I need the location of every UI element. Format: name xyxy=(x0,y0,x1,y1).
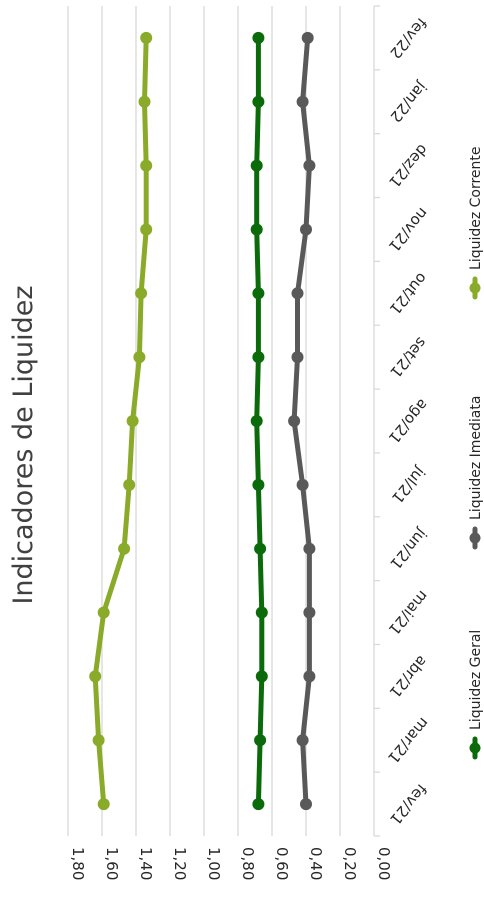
data-point xyxy=(97,798,110,811)
value-axis-tick-labels: 0,00 0,20 0,40 0,60 0,80 1,00 1,20 1,40 1,60 1,80 xyxy=(69,847,393,880)
category-tick-label: jul/21 xyxy=(388,463,429,507)
chart-title: Indicadores de Liquidez xyxy=(8,285,39,604)
value-tick-label: 1,00 xyxy=(205,847,223,880)
value-tick-label: 0,20 xyxy=(341,847,359,880)
data-point xyxy=(252,95,265,108)
data-point xyxy=(301,31,314,44)
category-tick-label: mai/21 xyxy=(385,587,432,639)
data-point xyxy=(255,670,268,683)
data-point xyxy=(135,287,148,300)
series-1 xyxy=(288,31,316,811)
legend: Liquidez Geral Liquidez Imediata Liquidez … xyxy=(468,146,484,760)
data-point xyxy=(296,734,309,747)
data-point xyxy=(252,287,265,300)
category-tick-label: fev/22 xyxy=(386,14,430,62)
legend-marker xyxy=(469,532,481,544)
data-point xyxy=(138,95,151,108)
category-tick-label: jan/22 xyxy=(386,78,431,126)
data-point xyxy=(133,351,146,364)
legend-item: Liquidez Geral xyxy=(468,630,484,760)
data-point xyxy=(250,159,263,172)
data-point xyxy=(123,478,136,491)
data-point xyxy=(303,159,316,172)
category-tick-label: fev/21 xyxy=(386,780,430,828)
series-2 xyxy=(89,31,153,811)
data-point xyxy=(126,415,139,427)
category-tick-label: set/21 xyxy=(386,334,430,382)
value-tick-label: 0,40 xyxy=(307,847,325,880)
data-point xyxy=(118,542,131,555)
category-tick-label: nov/21 xyxy=(385,204,432,255)
data-point xyxy=(140,159,153,172)
data-point xyxy=(291,287,304,300)
data-point xyxy=(296,95,309,108)
data-point xyxy=(254,542,267,555)
value-tick-label: 0,00 xyxy=(375,847,393,880)
data-point xyxy=(140,223,153,236)
category-tick-label: jun/21 xyxy=(386,524,431,573)
data-point xyxy=(254,734,267,747)
value-tick-label: 0,80 xyxy=(239,847,257,880)
data-point xyxy=(296,478,309,491)
legend-label: Liquidez Imediata xyxy=(468,396,484,520)
data-point xyxy=(89,670,102,683)
series-0 xyxy=(250,31,268,811)
value-tick-label: 1,20 xyxy=(171,847,189,880)
data-point xyxy=(97,606,110,619)
data-point xyxy=(300,223,312,236)
data-point xyxy=(303,670,316,683)
category-tick-label: abr/21 xyxy=(386,652,431,701)
data-point xyxy=(252,31,265,44)
data-point xyxy=(255,606,268,619)
data-point xyxy=(250,223,263,236)
data-point xyxy=(300,798,312,811)
data-point xyxy=(291,351,304,364)
category-tick-label: dez/21 xyxy=(385,141,431,191)
value-tick-label: 1,80 xyxy=(69,847,87,880)
data-point xyxy=(303,542,316,555)
category-axis-tick-labels: fev/21 mar/21 abr/21 mai/21 jun/21 jul/21 ago/… xyxy=(374,5,433,837)
data-point xyxy=(252,478,265,491)
data-point xyxy=(140,31,153,44)
value-tick-label: 0,60 xyxy=(273,847,291,880)
legend-marker xyxy=(469,742,481,754)
value-tick-label: 1,60 xyxy=(103,847,121,880)
legend-marker xyxy=(469,282,481,294)
data-point xyxy=(303,606,316,619)
category-tick-label: ago/21 xyxy=(385,396,432,447)
category-tick-label: mar/21 xyxy=(384,714,433,767)
legend-item: Liquidez Corrente xyxy=(468,146,484,300)
data-point xyxy=(288,415,301,427)
data-point xyxy=(250,415,263,427)
category-tick-label: out/21 xyxy=(386,269,431,318)
value-tick-label: 1,40 xyxy=(137,847,155,880)
data-point xyxy=(252,798,265,811)
legend-item: Liquidez Imediata xyxy=(468,396,484,550)
legend-label: Liquidez Corrente xyxy=(468,146,484,270)
data-point xyxy=(92,734,105,747)
series-group xyxy=(89,31,316,811)
grid-lines xyxy=(67,6,375,836)
legend-label: Liquidez Geral xyxy=(468,630,484,730)
data-point xyxy=(252,351,265,364)
